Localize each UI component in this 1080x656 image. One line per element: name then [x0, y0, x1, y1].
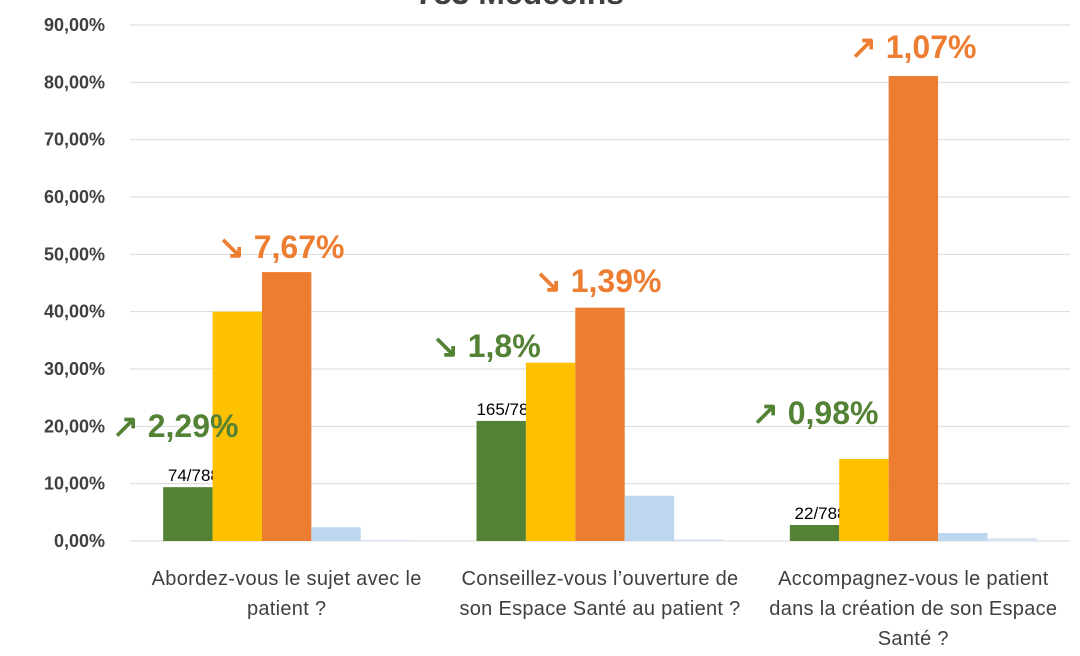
y-tick-label: 40,00% — [44, 302, 105, 322]
bar — [575, 307, 625, 541]
data-label: 165/788 — [476, 400, 537, 419]
bar — [624, 495, 675, 541]
y-tick-label: 60,00% — [44, 187, 105, 207]
y-tick-label: 70,00% — [44, 130, 105, 150]
y-tick-label: 50,00% — [44, 244, 105, 264]
bar — [212, 311, 262, 541]
x-tick-label: Conseillez-vous l’ouverture de son Espac… — [459, 568, 741, 620]
annotation: ↘ 1,8% — [432, 328, 541, 364]
bar — [839, 459, 889, 541]
data-label: 22/788 — [795, 504, 847, 523]
bar — [987, 538, 1037, 541]
bar — [163, 487, 213, 541]
annotation: ↗ 1,07% — [850, 29, 976, 65]
bar — [261, 272, 312, 541]
bar — [888, 76, 939, 541]
bar — [360, 539, 411, 541]
x-tick-label: Abordez-vous le sujet avec le patient ? — [151, 568, 422, 620]
bar — [525, 362, 576, 541]
annotation: ↗ 2,29% — [112, 408, 238, 444]
y-tick-label: 30,00% — [44, 359, 105, 379]
annotation: ↘ 1,39% — [535, 263, 661, 299]
annotation: ↘ 7,67% — [218, 229, 344, 265]
x-tick-label: Accompagnez-vous le patient dans la créa… — [769, 568, 1058, 650]
bar — [476, 420, 526, 541]
y-tick-label: 10,00% — [44, 474, 105, 494]
bar — [674, 539, 724, 541]
data-label: 74/788 — [168, 466, 220, 485]
y-tick-label: 80,00% — [44, 72, 105, 92]
annotation: ↗ 0,98% — [752, 395, 878, 431]
chart-title: 783 Médecins — [416, 0, 624, 11]
y-tick-label: 0,00% — [54, 531, 105, 551]
bar — [311, 527, 361, 541]
y-tick-label: 20,00% — [44, 416, 105, 436]
bar — [789, 525, 840, 541]
y-tick-label: 90,00% — [44, 15, 105, 35]
bar — [938, 532, 988, 541]
